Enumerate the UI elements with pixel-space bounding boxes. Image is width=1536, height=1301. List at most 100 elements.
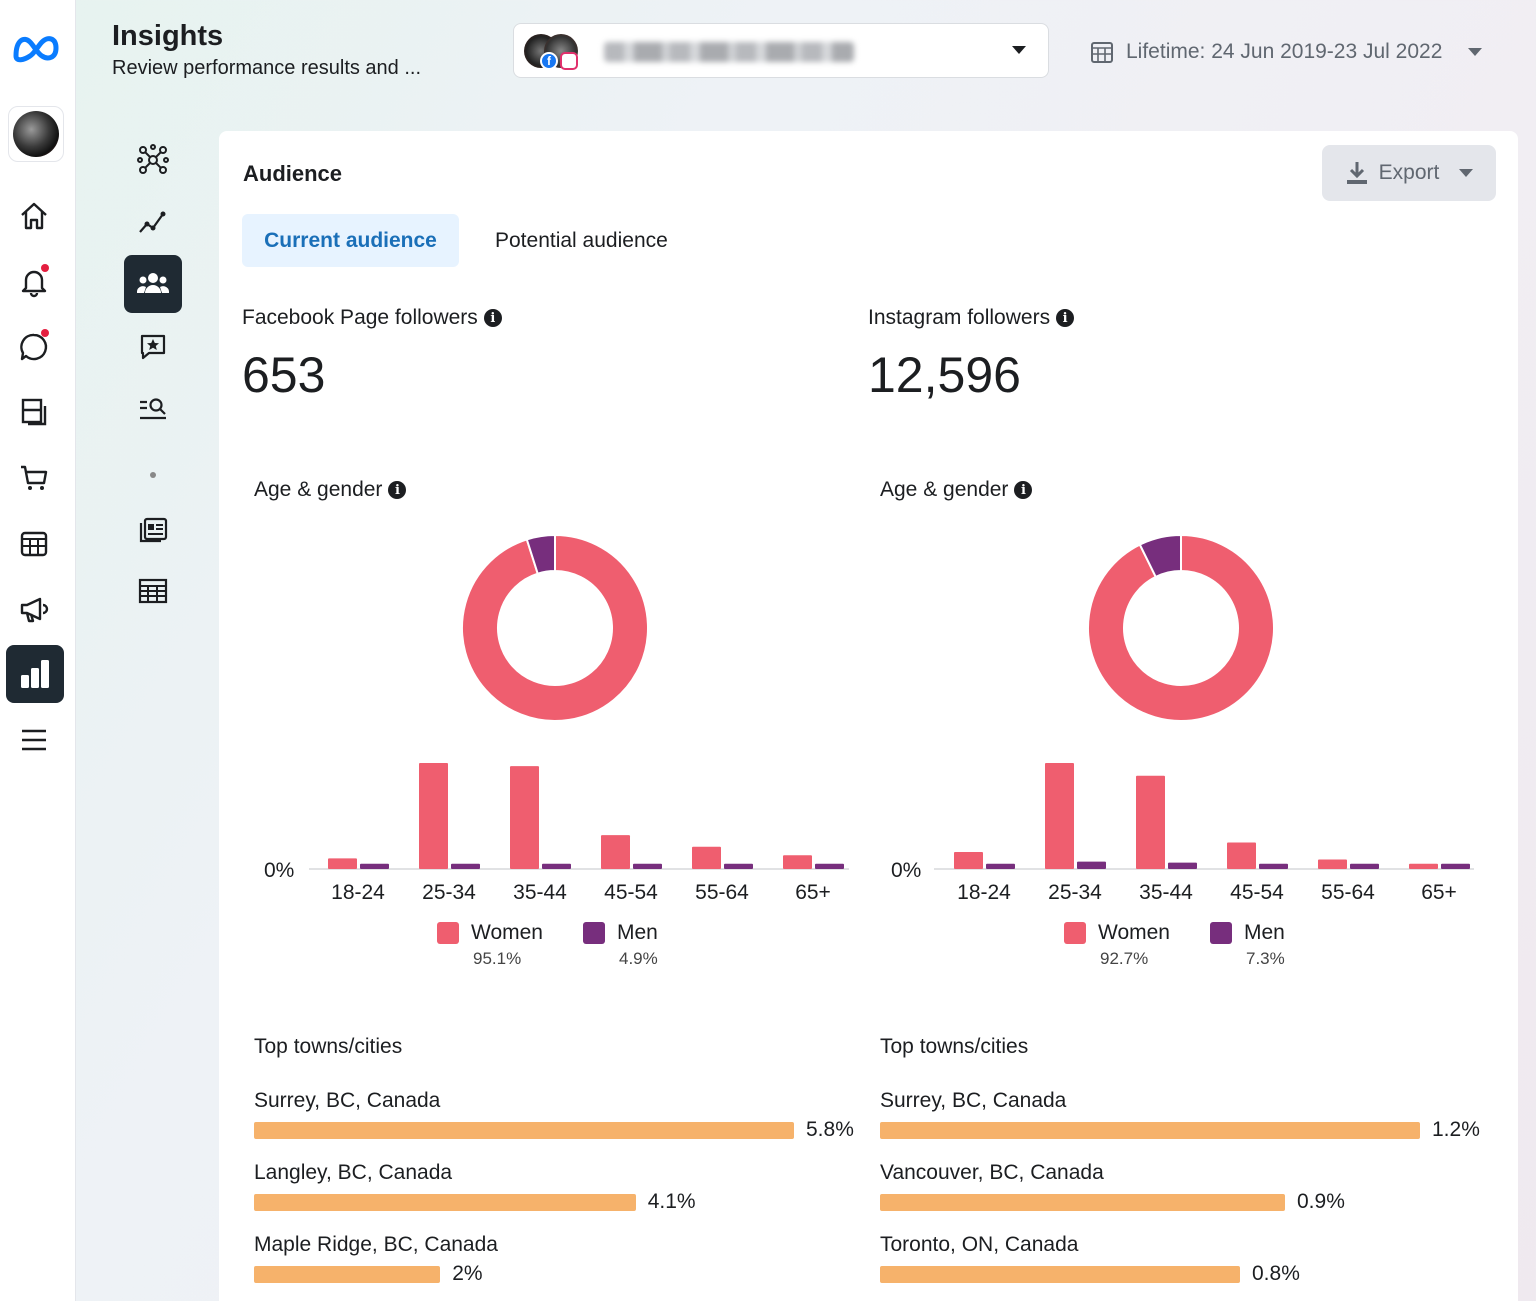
facebook-bar-men-45-54 xyxy=(633,863,662,869)
instagram-age-gender-label: Age & gender xyxy=(880,478,1009,501)
facebook-bar-women-18-24 xyxy=(328,858,357,869)
page-subtitle: Review performance results and ... xyxy=(112,57,422,79)
tab-current-audience[interactable]: Current audience xyxy=(242,214,459,267)
facebook-city-pct: 2% xyxy=(452,1262,483,1285)
trends-line-icon[interactable] xyxy=(124,193,182,251)
facebook-bar-women-55-64 xyxy=(692,846,721,869)
facebook-followers-heading: Facebook Page followers i xyxy=(242,306,502,330)
instagram-city-bar xyxy=(880,1122,1420,1139)
facebook-bar-men-35-44 xyxy=(542,863,571,869)
facebook-city-bar xyxy=(254,1194,636,1211)
account-selector[interactable]: f xyxy=(513,23,1049,78)
facebook-bar-women-65+ xyxy=(783,855,812,869)
planner-calendar-icon[interactable] xyxy=(12,521,56,565)
instagram-age-gender-heading: Age & gender i xyxy=(880,478,1033,502)
facebook-city-name: Langley, BC, Canada xyxy=(254,1161,453,1184)
legend-men-label: Men xyxy=(1243,921,1285,944)
instagram-followers-count: 12,596 xyxy=(868,347,1021,403)
audience-people-icon[interactable] xyxy=(124,255,182,313)
reports-icon[interactable] xyxy=(124,501,182,559)
legend-men[interactable]: Men 4.9% xyxy=(582,921,658,969)
instagram-tick-label-55-64: 55-64 xyxy=(1321,881,1375,904)
notifications-bell-icon[interactable] xyxy=(12,260,56,304)
women-swatch xyxy=(1064,922,1086,944)
overview-network-icon[interactable] xyxy=(124,131,182,189)
page-title: Insights xyxy=(112,20,224,52)
export-button[interactable]: Export xyxy=(1322,145,1496,201)
facebook-legend: Women 95.1% Men 4.9% xyxy=(437,921,658,969)
instagram-bar-women-18-24 xyxy=(954,852,983,869)
facebook-city-pct: 4.1% xyxy=(647,1190,696,1213)
facebook-bar-women-45-54 xyxy=(601,835,630,869)
instagram-tick-label-18-24: 18-24 xyxy=(957,881,1011,904)
instagram-bar-men-35-44 xyxy=(1168,862,1197,869)
facebook-zero-tick-label: 0% xyxy=(264,859,294,882)
instagram-city-bar xyxy=(880,1194,1285,1211)
home-icon[interactable] xyxy=(12,194,56,238)
card-title: Audience xyxy=(243,161,343,186)
legend-women-label: Women xyxy=(471,921,543,944)
facebook-bar-men-55-64 xyxy=(724,863,753,869)
facebook-bar-women-35-44 xyxy=(510,766,539,869)
legend-women-pct: 95.1% xyxy=(473,949,522,968)
instagram-city-name: Toronto, ON, Canada xyxy=(880,1233,1079,1256)
chevron-down-icon xyxy=(1012,46,1026,54)
legend-men[interactable]: Men 7.3% xyxy=(1209,921,1285,969)
tab-potential-audience[interactable]: Potential audience xyxy=(495,228,668,252)
instagram-city-bar xyxy=(880,1266,1240,1283)
facebook-tick-label-18-24: 18-24 xyxy=(331,881,385,904)
facebook-followers-label: Facebook Page followers xyxy=(242,306,478,329)
facebook-donut-slice-women xyxy=(461,533,649,722)
account-avatar[interactable] xyxy=(8,106,64,162)
facebook-age-gender-label: Age & gender xyxy=(254,478,383,501)
ads-megaphone-icon[interactable] xyxy=(12,587,56,631)
legend-men-pct: 4.9% xyxy=(618,949,658,968)
inbox-chat-icon[interactable] xyxy=(12,325,56,369)
men-swatch xyxy=(1209,922,1232,944)
instagram-bar-women-25-34 xyxy=(1045,763,1074,869)
legend-women[interactable]: Women 92.7% xyxy=(1064,921,1170,969)
instagram-bar-women-55-64 xyxy=(1318,859,1347,869)
facebook-city-bar xyxy=(254,1122,794,1139)
facebook-tick-label-25-34: 25-34 xyxy=(422,881,476,904)
facebook-bar-men-18-24 xyxy=(360,863,389,869)
instagram-bar-men-55-64 xyxy=(1350,863,1379,869)
info-icon[interactable]: i xyxy=(1014,481,1033,499)
instagram-top-cities-heading: Top towns/cities xyxy=(880,1035,1029,1058)
account-avatars: f xyxy=(524,34,582,70)
legend-women[interactable]: Women 95.1% xyxy=(437,921,543,969)
shopping-cart-icon[interactable] xyxy=(12,456,56,500)
instagram-bar-women-65+ xyxy=(1409,863,1438,869)
meta-logo-icon[interactable] xyxy=(10,30,62,66)
facebook-bar-men-25-34 xyxy=(451,863,480,869)
info-icon[interactable]: i xyxy=(483,309,502,327)
instagram-donut-slice-men xyxy=(1138,533,1182,579)
content-pages-icon[interactable] xyxy=(12,390,56,434)
instagram-bar-men-25-34 xyxy=(1077,861,1106,869)
instagram-legend: Women 92.7% Men 7.3% xyxy=(1064,921,1285,969)
date-range-label: Lifetime: 24 Jun 2019-23 Jul 2022 xyxy=(1126,40,1443,63)
content-star-chat-icon[interactable] xyxy=(124,318,182,376)
instagram-city-name: Vancouver, BC, Canada xyxy=(880,1161,1104,1184)
date-range-selector[interactable]: Lifetime: 24 Jun 2019-23 Jul 2022 xyxy=(1090,38,1483,66)
blurred-account-name xyxy=(604,42,854,62)
info-icon[interactable]: i xyxy=(1056,309,1075,327)
instagram-city-pct: 1.2% xyxy=(1432,1118,1480,1141)
instagram-bar-men-45-54 xyxy=(1259,863,1288,869)
facebook-tick-label-55-64: 55-64 xyxy=(695,881,749,904)
menu-hamburger-icon[interactable] xyxy=(12,718,56,762)
instagram-city-name: Surrey, BC, Canada xyxy=(880,1089,1067,1112)
facebook-tick-label-65+: 65+ xyxy=(795,881,831,904)
facebook-tick-label-45-54: 45-54 xyxy=(604,881,658,904)
age-gender-charts: 0% 18-24 25-34 35-44 45-54 55-64 65+ 0% 18-24 25-… xyxy=(264,533,1474,904)
insights-bar-chart-icon[interactable] xyxy=(6,645,64,703)
info-icon[interactable]: i xyxy=(388,481,407,499)
facebook-city-name: Maple Ridge, BC, Canada xyxy=(254,1233,498,1256)
instagram-bar-women-45-54 xyxy=(1227,842,1256,869)
search-list-icon[interactable] xyxy=(124,380,182,438)
table-export-icon[interactable] xyxy=(124,562,182,620)
instagram-city-pct: 0.8% xyxy=(1252,1262,1300,1285)
instagram-bar-women-35-44 xyxy=(1136,775,1165,869)
facebook-top-cities-heading: Top towns/cities xyxy=(254,1035,403,1058)
audience-card: Audience Export Current audience Potenti… xyxy=(219,131,1518,1301)
